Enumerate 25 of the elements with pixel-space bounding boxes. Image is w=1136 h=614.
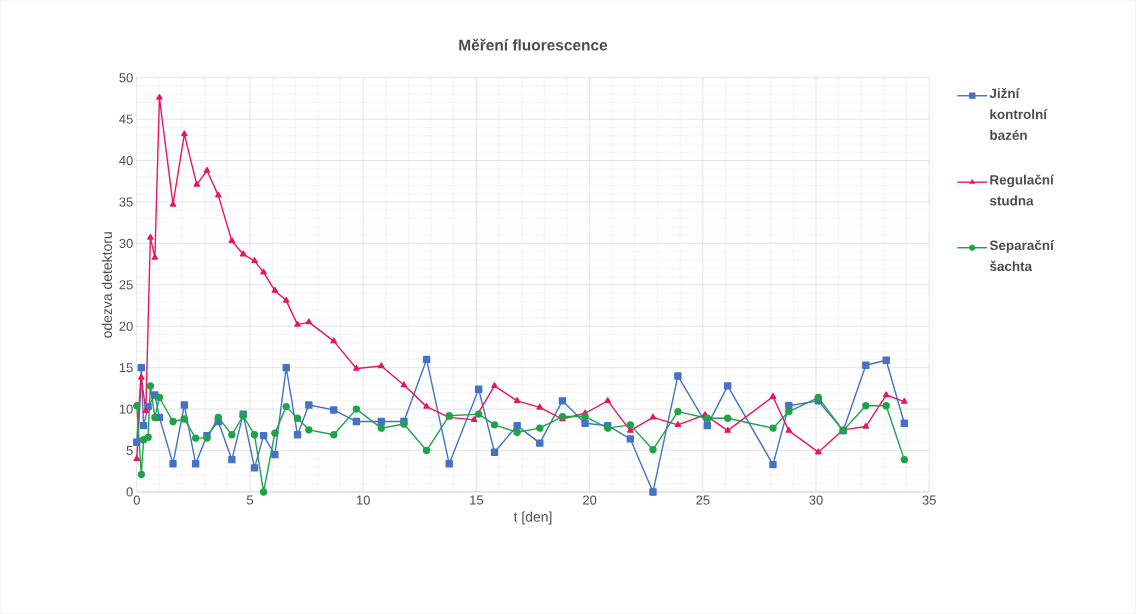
y-tick-label: 25 [119,280,133,290]
y-tick-label: 15 [119,363,133,373]
legend-label: Regulační studna [989,174,1055,206]
x-tick-label: 35 [922,495,936,505]
x-tick-label: 25 [696,495,710,505]
x-axis-title: t [den] [513,511,552,525]
x-tick-label: 30 [809,495,823,505]
x-tick-label: 15 [470,495,484,505]
y-tick-label: 0 [126,487,133,497]
y-axis-title: odezva detektoru [101,232,112,338]
y-tick-label: 20 [119,321,133,331]
x-tick-label: 10 [356,495,370,505]
y-tick-label: 40 [119,156,133,166]
legend-label: Jižní kontrolní bazén [989,88,1048,141]
y-tick-label: 5 [126,446,133,456]
chart-title: Měření fluorescence [459,39,608,51]
y-tick-label: 30 [119,238,133,249]
legend-label: Separační šachta [989,240,1055,272]
x-tick-label: 0 [133,495,140,505]
y-tick-label: 45 [119,114,133,124]
x-tick-label: 20 [583,495,597,505]
y-tick-label: 50 [119,73,133,83]
y-tick-label: 10 [119,404,133,414]
y-tick-label: 35 [119,197,133,207]
x-tick-label: 5 [246,495,254,505]
